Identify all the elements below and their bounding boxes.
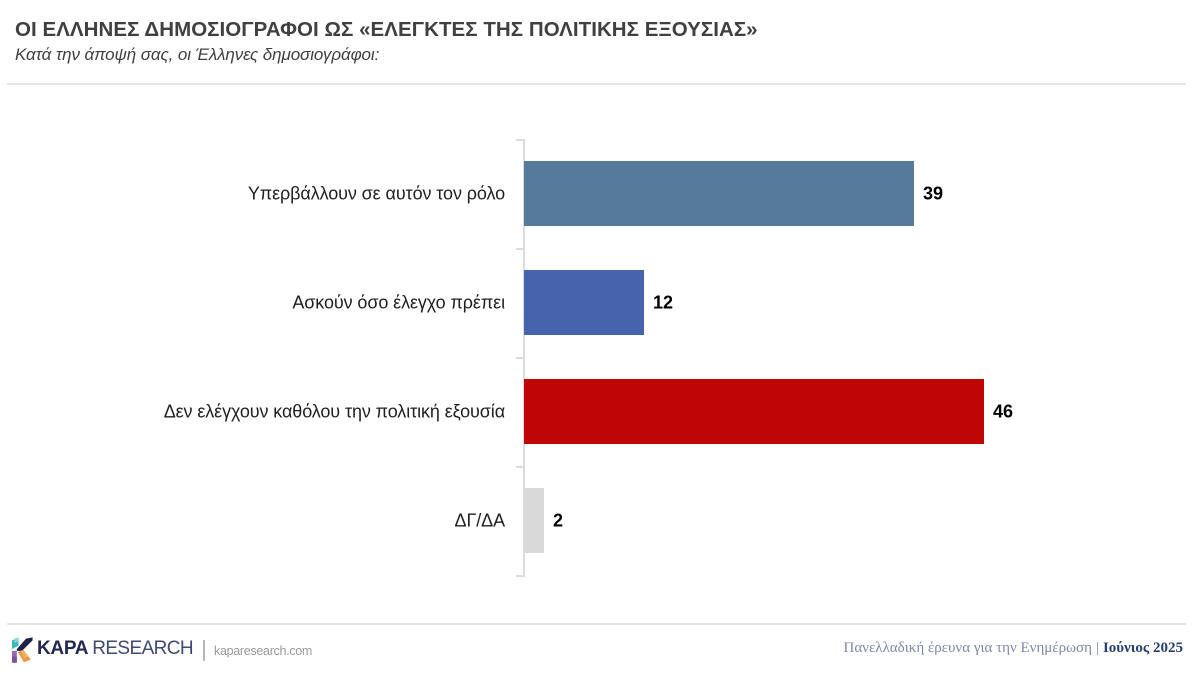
chart-title: ΟΙ ΕΛΛΗΝΕΣ ΔΗΜΟΣΙΟΓΡΑΦΟΙ ΩΣ «ΕΛΕΓΚΤΕΣ ΤΗ…: [15, 18, 758, 41]
value-label: 39: [923, 183, 944, 203]
value-label: 46: [993, 401, 1014, 421]
kapa-logo-icon: [12, 637, 33, 663]
bar-2: [524, 270, 644, 335]
value-label: 12: [653, 292, 674, 312]
chart-subtitle: Κατά την άποψή σας, οι Έλληνες δημοσιογρ…: [15, 45, 380, 64]
category-label: ΔΓ/ΔΑ: [454, 510, 506, 530]
category-label: Δεν ελέγχουν καθόλου την πολιτική εξουσί…: [163, 401, 505, 421]
value-label: 2: [553, 510, 564, 530]
footer-note-date: Ιούνιος 2025: [1102, 640, 1183, 656]
footer-note-survey: Πανελλαδική έρευνα για την Ενημέρωση: [843, 640, 1092, 656]
header-divider: [7, 83, 1186, 85]
bar-1: [524, 161, 914, 226]
brand-website: kaparesearch.com: [214, 644, 313, 658]
axis-tick: [516, 357, 525, 359]
axis-tick: [516, 248, 525, 250]
brand-name: KAPA RESEARCH: [37, 638, 194, 660]
bar-4: [524, 488, 544, 553]
axis-tick: [516, 466, 525, 468]
category-label: Υπερβάλλουν σε αυτόν τον ρόλο: [247, 183, 505, 203]
footer: KAPA RESEARCH kaparesearch.com Πανελλαδικ…: [0, 624, 1200, 678]
bar-3: [524, 379, 984, 444]
footer-note: Πανελλαδική έρευνα για την Ενημέρωση | Ιού…: [843, 640, 1183, 657]
brand-lockup: KAPA RESEARCH kaparesearch.com: [12, 633, 312, 667]
brand-separator-bar: [203, 639, 206, 661]
category-label: Ασκούν όσο έλεγχο πρέπει: [292, 292, 505, 312]
footer-note-separator: |: [1095, 640, 1099, 656]
brand-name-kapa: KAPA: [37, 638, 89, 659]
brand-name-research: RESEARCH: [92, 638, 194, 659]
axis-tick: [516, 575, 525, 577]
footer-divider: [7, 623, 1186, 625]
axis-tick: [516, 139, 525, 141]
